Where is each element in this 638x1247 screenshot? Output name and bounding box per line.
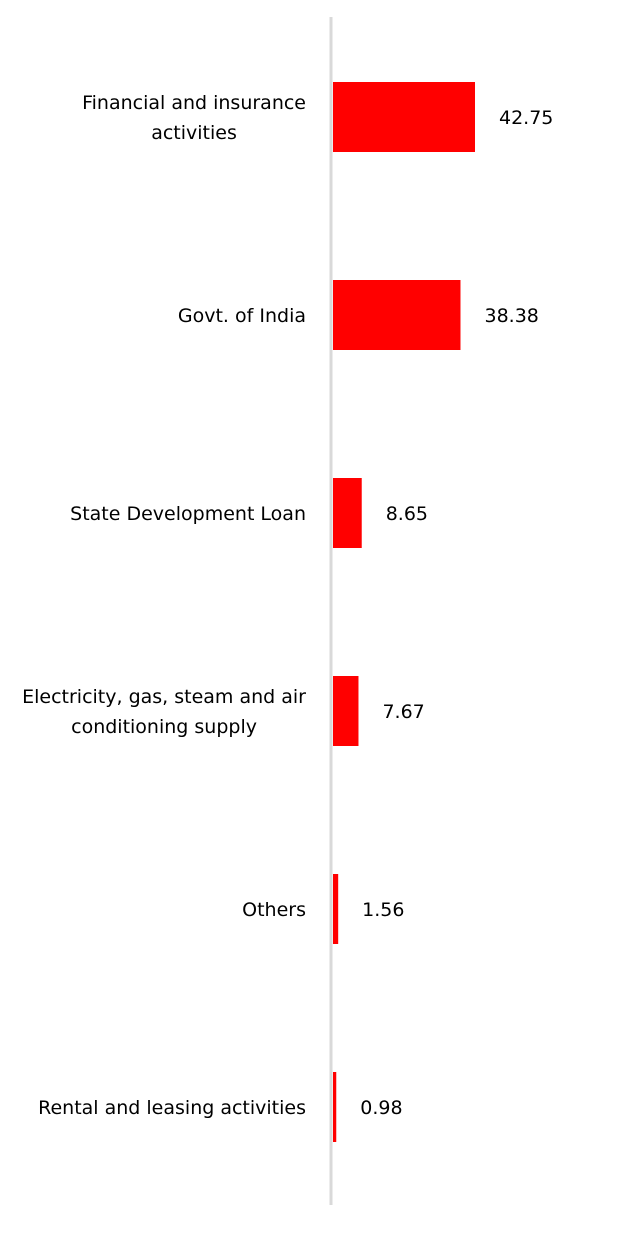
- category-label-2-line-0: State Development Loan: [70, 503, 306, 525]
- category-label-4-line-0: Others: [242, 899, 306, 921]
- bar-2: [333, 478, 362, 548]
- value-label-1: 38.38: [484, 305, 538, 327]
- labels-layer: 42.75 Financial and insurance activities 38…: [22, 92, 553, 1119]
- category-label-0-line-1: activities: [151, 122, 237, 144]
- value-label-5: 0.98: [360, 1097, 402, 1119]
- value-label-4: 1.56: [362, 899, 404, 921]
- value-label-2: 8.65: [386, 503, 428, 525]
- value-label-0: 42.75: [499, 107, 553, 129]
- bars-layer: [333, 82, 475, 1142]
- bar-1: [333, 280, 461, 350]
- bar-0: [333, 82, 475, 152]
- category-label-1-line-0: Govt. of India: [178, 305, 306, 327]
- category-label-3-line-1: conditioning supply: [71, 716, 257, 738]
- bar-4: [333, 874, 339, 944]
- bar-5: [333, 1072, 337, 1142]
- category-label-5-line-0: Rental and leasing activities: [38, 1097, 306, 1119]
- category-label-3-line-0: Electricity, gas, steam and air: [22, 686, 306, 708]
- bar-3: [333, 676, 359, 746]
- category-label-0-line-0: Financial and insurance: [82, 92, 306, 114]
- value-label-3: 7.67: [382, 701, 424, 723]
